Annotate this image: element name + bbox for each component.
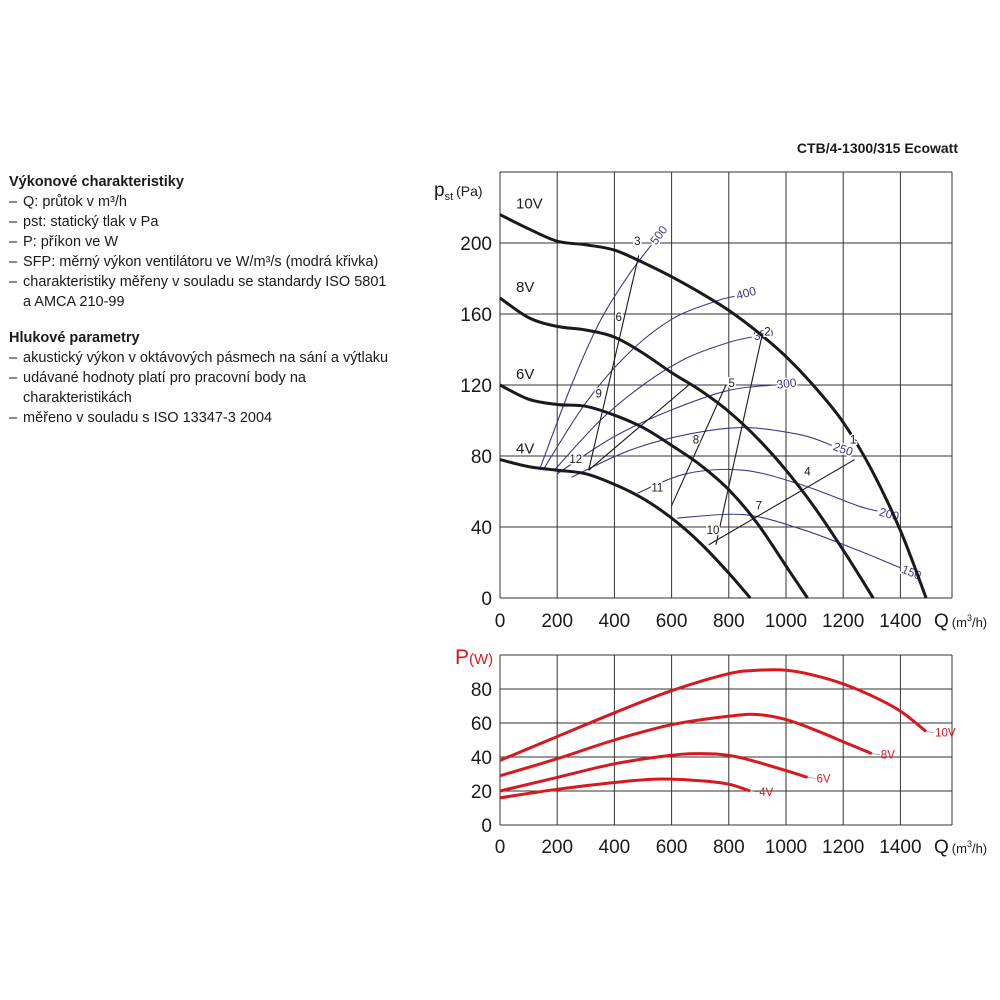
fan-curve-label: 8V — [516, 279, 534, 296]
x-tick-label: 1200 — [822, 611, 864, 632]
x-tick-label: 800 — [713, 611, 745, 632]
y-tick-label: 40 — [471, 748, 492, 769]
system-line — [588, 255, 640, 471]
power-label-leader — [750, 790, 759, 793]
x-tick-label: 1200 — [822, 837, 864, 858]
power-curve — [499, 752, 808, 793]
sfp-curve-label: 350 — [752, 325, 775, 343]
performance-item: charakteristiky měřeny v souladu se stan… — [9, 272, 389, 312]
y-tick-label: 160 — [460, 305, 492, 326]
sfp-curve — [637, 468, 878, 512]
power-curve-label: 10V — [935, 728, 956, 740]
system-line — [671, 384, 727, 506]
performance-item: pst: statický tlak v Pa — [9, 212, 389, 232]
power-curve-label: 4V — [759, 787, 773, 799]
fan-curve — [499, 213, 928, 599]
performance-list: Q: průtok v m³/hpst: statický tlak v PaP… — [9, 192, 389, 312]
power-curve-label: 6V — [816, 773, 830, 785]
noise-list: akustický výkon v oktávových pásmech na … — [9, 348, 389, 428]
x-tick-label: 400 — [599, 837, 631, 858]
model-title: CTB/4-1300/315 Ecowatt — [796, 140, 958, 156]
description-panel: Výkonové charakteristiky Q: průtok v m³/… — [9, 172, 389, 444]
x-tick-label: 200 — [541, 837, 573, 858]
system-line — [588, 384, 690, 471]
operating-point-label: 12 — [569, 454, 582, 466]
x-tick-label: 1000 — [765, 837, 807, 858]
fan-curve-label: 10V — [516, 196, 543, 213]
y-tick-label: 20 — [471, 782, 492, 803]
y-tick-label: 120 — [460, 376, 492, 397]
y-tick-label: 200 — [460, 234, 492, 255]
noise-item: udávané hodnoty platí pro pracovní body … — [9, 368, 389, 408]
sfp-curve — [539, 244, 653, 469]
y-axis-title: pst (Pa) — [434, 180, 483, 203]
power-curve — [499, 668, 928, 762]
power-label-leader — [807, 777, 816, 779]
sfp-curve-label: 300 — [776, 375, 798, 391]
noise-item: měřeno v souladu s ISO 13347-3 2004 — [9, 408, 389, 428]
performance-heading: Výkonové charakteristiky — [9, 174, 184, 190]
operating-point-label: 7 — [756, 500, 762, 512]
y-tick-label: 80 — [471, 447, 492, 468]
fan-curve — [499, 296, 875, 599]
performance-item: P: příkon ve W — [9, 232, 389, 252]
sfp-curve — [556, 384, 775, 475]
noise-item: akustický výkon v oktávových pásmech na … — [9, 348, 389, 368]
fan-curve-label: 6V — [516, 366, 534, 383]
operating-point-label: 8 — [693, 435, 699, 447]
performance-item: SFP: měrný výkon ventilátoru ve W/m³/s (… — [9, 252, 389, 272]
y-tick-label: 80 — [471, 680, 492, 701]
power-curve — [499, 712, 873, 778]
y-tick-label: 40 — [471, 518, 492, 539]
x-tick-label: 600 — [656, 611, 688, 632]
sfp-curve-label: 400 — [735, 284, 758, 303]
x-tick-label: 0 — [495, 837, 506, 858]
operating-point-label: 10 — [707, 525, 720, 537]
x-tick-label: 0 — [495, 611, 506, 632]
system-line — [708, 459, 855, 546]
operating-point-label: 2 — [764, 326, 770, 338]
operating-point-label: 5 — [728, 378, 734, 390]
power-axis-title: P(W) — [455, 646, 493, 669]
sfp-curve-label: 500 — [647, 223, 670, 248]
noise-heading: Hlukové parametry — [9, 330, 140, 346]
x-axis-title: Q (m3/h) — [934, 837, 987, 858]
operating-point-label: 1 — [850, 435, 856, 447]
y-tick-label: 0 — [481, 589, 492, 610]
operating-point-label: 6 — [615, 312, 621, 324]
x-tick-label: 1400 — [879, 611, 921, 632]
power-label-leader — [926, 731, 935, 733]
operating-point-label: 11 — [651, 483, 663, 495]
system-line — [715, 336, 763, 545]
operating-point-label: 3 — [634, 236, 640, 248]
operating-point-label: 4 — [804, 467, 811, 479]
operating-point-label: 9 — [595, 388, 601, 400]
sfp-curve — [553, 336, 752, 471]
power-curve-label: 8V — [881, 750, 895, 762]
fan-curve — [499, 383, 809, 599]
fan-curve-label: 4V — [516, 441, 534, 458]
fan-curve — [499, 458, 752, 599]
power-curve — [499, 777, 751, 800]
x-axis-title: Q (m3/h) — [934, 611, 987, 632]
x-tick-label: 800 — [713, 837, 745, 858]
x-tick-label: 400 — [599, 611, 631, 632]
y-tick-label: 0 — [481, 816, 492, 837]
sfp-curve — [571, 427, 832, 478]
sfp-curve — [677, 513, 901, 569]
x-tick-label: 1400 — [879, 837, 921, 858]
x-tick-label: 1000 — [765, 611, 807, 632]
performance-item: Q: průtok v m³/h — [9, 192, 389, 212]
x-tick-label: 600 — [656, 837, 688, 858]
x-tick-label: 200 — [541, 611, 573, 632]
y-tick-label: 60 — [471, 714, 492, 735]
power-label-leader — [871, 753, 880, 755]
